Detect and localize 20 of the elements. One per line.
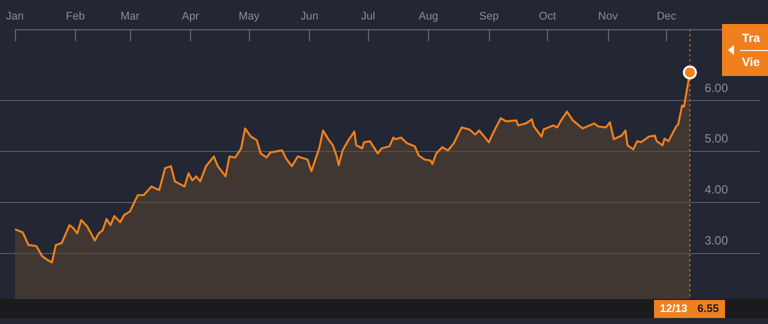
x-tick-label: Feb	[66, 10, 85, 23]
x-tick-label: Apr	[182, 10, 200, 23]
x-tick-label: Dec	[656, 10, 677, 23]
ref-line-label: 12/13	[660, 303, 688, 315]
y-tick-label: 6.00	[704, 80, 728, 95]
x-tick-label: Nov	[598, 10, 618, 23]
text: Tra	[742, 31, 760, 45]
x-tick-label: Sep	[479, 10, 499, 23]
x-tick-label: Aug	[418, 10, 438, 23]
x-tick-label: May	[238, 10, 260, 23]
y-tick-label: 4.00	[704, 182, 728, 197]
x-tick-label: Jun	[300, 10, 318, 23]
text: Vie	[742, 55, 760, 69]
x-tick-label: Mar	[120, 10, 140, 23]
text: 6.55	[697, 303, 719, 315]
x-tick-label: Jan	[6, 10, 24, 23]
y-tick-label: 3.00	[704, 233, 728, 248]
x-tick-label: Oct	[538, 10, 556, 23]
y-tick-label: 5.00	[704, 132, 728, 146]
x-tick-label: Jul	[360, 10, 376, 23]
